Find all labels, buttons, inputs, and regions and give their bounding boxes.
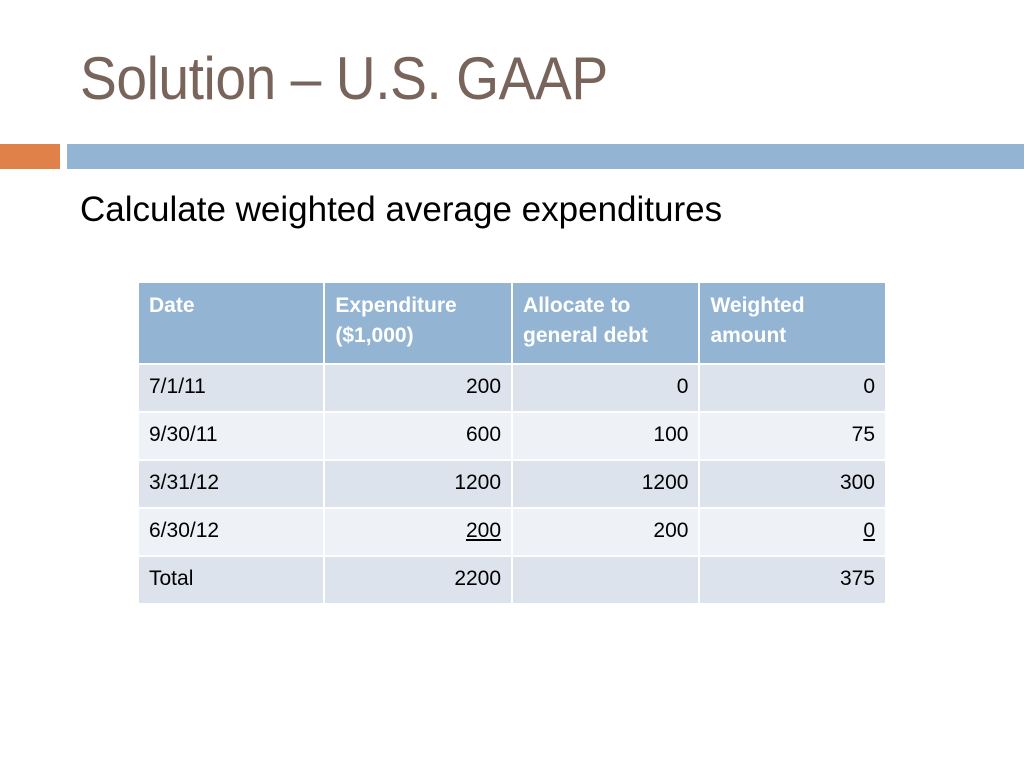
cell-allocate: 200: [511, 507, 701, 557]
header-expenditure: Expenditure ($1,000): [323, 281, 514, 365]
header-date: Date: [136, 281, 326, 365]
cell-date: 9/30/11: [136, 411, 326, 461]
header-date-text: Date: [149, 294, 195, 317]
table-row: 7/1/11 200 0 0: [136, 363, 887, 413]
slide-subtitle: Calculate weighted average expenditures: [80, 190, 723, 229]
header-weighted-line1: Weighted: [710, 294, 805, 317]
cell-expenditure: 2200: [323, 555, 514, 605]
cell-weighted: 375: [698, 555, 887, 605]
weighted-expenditures-table: Date Expenditure ($1,000) Allocate to gene…: [136, 281, 887, 605]
header-expenditure-line2: ($1,000): [335, 324, 414, 347]
header-weighted-line2: amount: [710, 324, 787, 347]
cell-allocate: 100: [511, 411, 701, 461]
cell-date: 3/31/12: [136, 459, 326, 509]
cell-allocate: 1200: [511, 459, 701, 509]
cell-expenditure: 200: [323, 507, 514, 557]
cell-date: Total: [136, 555, 326, 605]
cell-weighted: 0: [698, 363, 887, 413]
table-row: 3/31/12 1200 1200 300: [136, 459, 887, 509]
accent-bar-orange: [0, 144, 60, 169]
cell-date: 7/1/11: [136, 363, 326, 413]
slide-title: Solution – U.S. GAAP: [80, 45, 608, 112]
header-allocate-line1: Allocate to: [523, 294, 631, 317]
cell-allocate: 0: [511, 363, 701, 413]
table-row: 9/30/11 600 100 75: [136, 411, 887, 461]
header-allocate-line2: general debt: [523, 324, 648, 347]
cell-allocate: [511, 555, 701, 605]
cell-date: 6/30/12: [136, 507, 326, 557]
cell-weighted: 0: [698, 507, 887, 557]
cell-expenditure-underlined: 200: [465, 519, 502, 542]
cell-weighted: 300: [698, 459, 887, 509]
header-expenditure-line1: Expenditure: [335, 294, 457, 317]
cell-expenditure: 600: [323, 411, 514, 461]
cell-expenditure: 200: [323, 363, 514, 413]
cell-weighted-underlined: 0: [863, 519, 875, 542]
header-allocate: Allocate to general debt: [511, 281, 701, 365]
accent-bar-blue: [67, 144, 1024, 169]
table-header-row: Date Expenditure ($1,000) Allocate to gene…: [136, 281, 887, 365]
table-row: 6/30/12 200 200 0: [136, 507, 887, 557]
header-weighted: Weighted amount: [698, 281, 887, 365]
cell-weighted: 75: [698, 411, 887, 461]
cell-expenditure: 1200: [323, 459, 514, 509]
table-total-row: Total 2200 375: [136, 555, 887, 605]
